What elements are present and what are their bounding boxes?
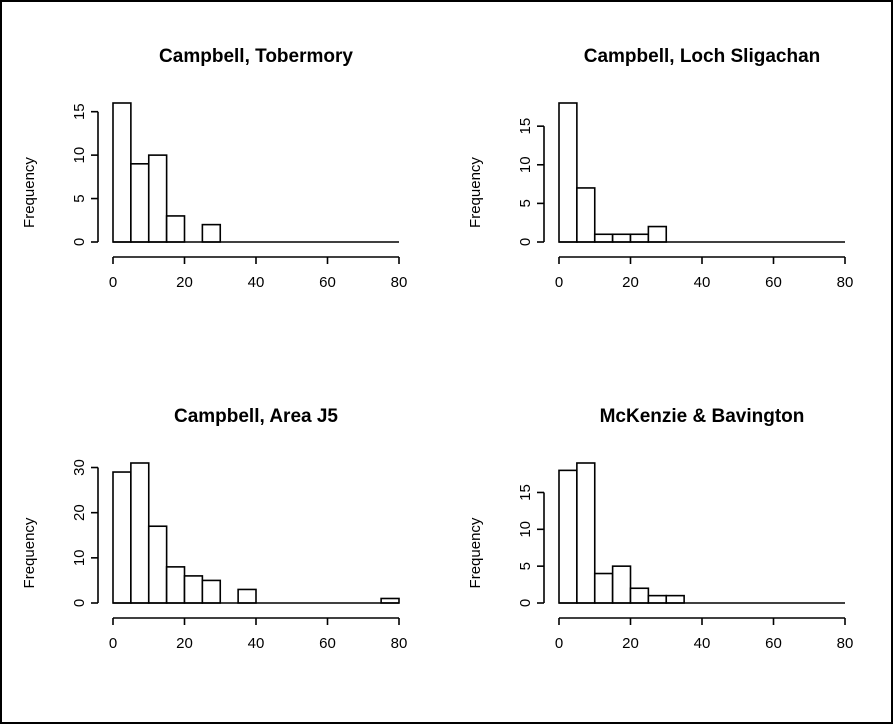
histogram-bar — [558, 102, 578, 243]
y-tick-label: 15 — [517, 484, 534, 501]
y-axis-label: Frequency — [21, 517, 38, 588]
y-tick-label: 10 — [517, 156, 534, 173]
x-tick-label: 60 — [319, 635, 336, 652]
y-tick-label: 0 — [71, 599, 88, 607]
histogram-bar — [558, 469, 578, 604]
x-tick-label: 40 — [248, 274, 265, 291]
x-tick-label: 80 — [391, 274, 408, 291]
x-tick-label: 40 — [248, 635, 265, 652]
y-tick-label: 10 — [517, 521, 534, 538]
histogram-bar — [147, 154, 168, 243]
x-tick-label: 60 — [319, 274, 336, 291]
histogram-bar — [576, 187, 596, 243]
y-tick-label: 0 — [517, 599, 534, 607]
y-tick-label: 5 — [517, 199, 534, 207]
y-tick-label: 10 — [71, 549, 88, 566]
x-tick-label: 40 — [694, 635, 711, 652]
histogram-bar — [201, 223, 222, 243]
x-tick-label: 20 — [176, 274, 193, 291]
histogram-bar — [165, 215, 186, 243]
histogram-bar — [112, 471, 132, 604]
x-tick-label: 60 — [765, 635, 782, 652]
histogram-panel: Campbell, Area J5 0 20 40 60 80 0 10 20 30 Frequen… — [21, 406, 407, 652]
y-tick-label: 0 — [517, 238, 534, 246]
y-tick-label: 10 — [71, 147, 88, 164]
histogram-bar — [183, 575, 204, 604]
histogram-bar — [165, 566, 186, 604]
y-tick-label: 30 — [71, 459, 88, 476]
x-tick-label: 20 — [622, 635, 639, 652]
histogram-bar — [629, 587, 650, 604]
x-tick-label: 80 — [837, 274, 854, 291]
histogram-panel: McKenzie & Bavington 0 20 40 60 80 0 5 10 15 Frequ… — [467, 406, 853, 652]
y-axis-label: Frequency — [467, 517, 484, 588]
panel-title: Campbell, Area J5 — [174, 406, 338, 427]
panel-title: Campbell, Loch Sligachan — [584, 46, 821, 67]
x-tick-label: 80 — [391, 635, 408, 652]
y-tick-label: 0 — [71, 238, 88, 246]
x-tick-label: 20 — [622, 274, 639, 291]
histogram-bar — [201, 579, 222, 604]
panel-title: Campbell, Tobermory — [159, 46, 353, 67]
x-tick-label: 0 — [555, 274, 563, 291]
histogram-bar — [611, 233, 632, 243]
histogram-bar — [130, 462, 150, 604]
histogram-panel: Campbell, Tobermory 0 20 40 60 80 0 5 10 15 Freque… — [21, 46, 407, 291]
histogram-bar — [112, 102, 132, 243]
x-tick-label: 20 — [176, 635, 193, 652]
histogram-bar — [611, 565, 632, 604]
histogram-bar — [147, 525, 168, 604]
x-tick-label: 40 — [694, 274, 711, 291]
x-tick-label: 0 — [109, 274, 117, 291]
y-tick-label: 5 — [517, 562, 534, 570]
histogram-bar — [665, 594, 685, 604]
histogram-bar — [647, 594, 668, 604]
x-tick-label: 80 — [837, 635, 854, 652]
histogram-bar — [647, 225, 668, 243]
y-tick-label: 5 — [71, 194, 88, 202]
y-tick-label: 20 — [71, 504, 88, 521]
x-tick-label: 0 — [555, 635, 563, 652]
histogram-bar — [237, 588, 257, 604]
y-axis-label: Frequency — [21, 157, 38, 228]
x-tick-label: 0 — [109, 635, 117, 652]
histogram-bar — [629, 233, 650, 243]
histogram-bar — [576, 462, 596, 604]
histogram-bar — [130, 163, 150, 243]
y-tick-label: 15 — [517, 118, 534, 135]
panel-title: McKenzie & Bavington — [600, 406, 805, 427]
y-axis-label: Frequency — [467, 157, 484, 228]
histogram-bar — [593, 572, 614, 604]
histogram-bar — [593, 233, 614, 243]
y-tick-label: 15 — [71, 103, 88, 120]
histogram-panel: Campbell, Loch Sligachan 0 20 40 60 80 0 5 10 15 F… — [467, 46, 853, 291]
x-tick-label: 60 — [765, 274, 782, 291]
